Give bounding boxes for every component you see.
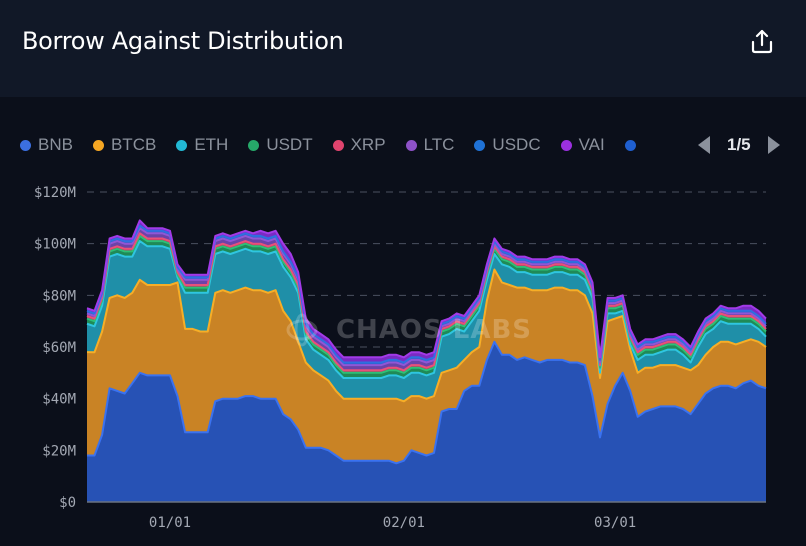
- legend-item-usdt[interactable]: USDT: [248, 135, 313, 155]
- legend-dot: [248, 139, 260, 151]
- line-usdc: [86, 224, 767, 364]
- legend-item-truncated[interactable]: [624, 139, 643, 151]
- legend-label: BNB: [38, 135, 73, 154]
- header: Borrow Against Distribution: [0, 0, 806, 97]
- x-tick-label: 03/01: [594, 515, 636, 531]
- y-tick-label: $40M: [42, 392, 76, 408]
- legend-dot: [176, 139, 188, 151]
- line-vai: [86, 219, 767, 359]
- legend-label: ETH: [194, 135, 229, 154]
- legend-item-xrp[interactable]: XRP: [332, 135, 386, 155]
- legend-item-btcb[interactable]: BTCB: [92, 135, 157, 155]
- legend-label: USDC: [492, 135, 541, 154]
- triangle-left-icon[interactable]: [698, 136, 710, 154]
- legend-dot: [474, 139, 486, 151]
- watermark-text: CHAOS LABS: [336, 315, 532, 345]
- triangle-right-icon[interactable]: [767, 136, 780, 154]
- area-eth: [87, 241, 766, 402]
- legend-label: USDT: [266, 135, 313, 154]
- x-tick-label: 01/01: [149, 515, 191, 531]
- watermark-logo-icon: [286, 319, 318, 341]
- legend-dot: [20, 139, 31, 151]
- y-tick-label: $60M: [42, 340, 76, 356]
- line-usdt: [86, 234, 767, 374]
- legend-pager: 1/5: [698, 134, 780, 156]
- line-btcb: [86, 268, 767, 403]
- legend-item-bnb[interactable]: BNB: [20, 135, 73, 155]
- legend-dot: [560, 139, 572, 151]
- y-tick-label: $0: [59, 495, 76, 511]
- y-tick-label: $120M: [34, 185, 76, 201]
- chart-title: Borrow Against Distribution: [22, 27, 344, 55]
- legend-item-ltc[interactable]: LTC: [405, 135, 455, 155]
- legend-item-vai[interactable]: VAI: [560, 135, 605, 155]
- y-tick-label: $80M: [42, 288, 76, 304]
- line-eth: [86, 240, 767, 379]
- area-bnb: [87, 341, 766, 502]
- legend-label: VAI: [578, 135, 605, 154]
- line-ltc: [86, 227, 767, 367]
- legend-label: XRP: [350, 135, 386, 154]
- legend-dot: [92, 139, 104, 151]
- line-xrp: [86, 232, 767, 372]
- legend-page-indicator: 1/5: [727, 135, 751, 154]
- stacked-area-chart: $0 $20M $40M $60M $80M $100M $120M CHAOS LABS 01…: [34, 185, 767, 531]
- legend-label: BTCB: [110, 135, 157, 154]
- chart-legend: BNB BTCB ETH USDT XRP LTC USDC VAI: [20, 134, 692, 156]
- y-tick-label: $20M: [42, 443, 76, 459]
- x-tick-label: 02/01: [383, 515, 425, 531]
- legend-item-usdc[interactable]: USDC: [474, 135, 541, 155]
- legend-dot: [624, 139, 636, 151]
- legend-label: LTC: [423, 135, 455, 154]
- share-export-icon[interactable]: [748, 28, 776, 56]
- legend-item-eth[interactable]: ETH: [176, 135, 228, 155]
- line-bnb: [87, 340, 767, 465]
- watermark-logo-icon: [294, 313, 310, 347]
- legend-dot: [405, 139, 417, 151]
- legend-dot: [332, 139, 344, 151]
- y-tick-label: $100M: [34, 237, 76, 253]
